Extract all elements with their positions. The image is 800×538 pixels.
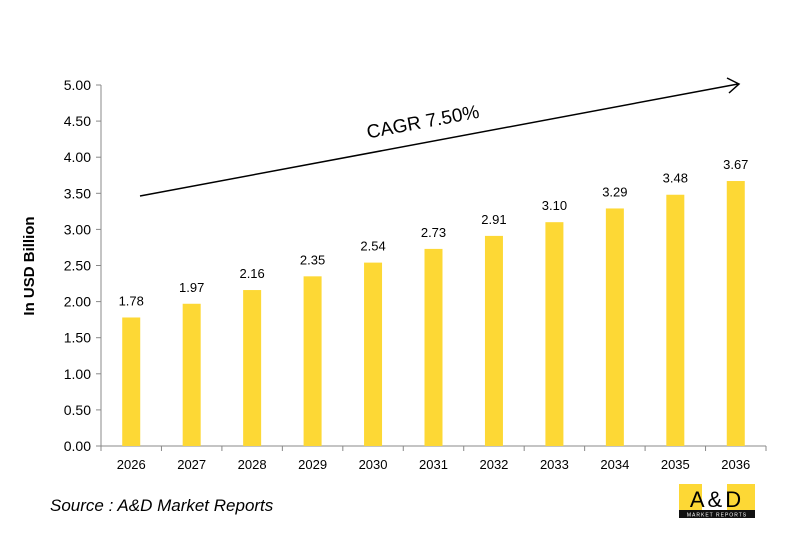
x-tick-label: 2026 <box>117 457 146 472</box>
bar-2036 <box>726 181 745 446</box>
bars: 1.78 1.97 2.16 2.35 2.54 2.73 2.91 3.10 3.29 3.48… <box>119 157 748 446</box>
bar-2031 <box>424 248 443 446</box>
bar-2028 <box>243 290 262 446</box>
y-tick-label: 5.00 <box>64 77 91 93</box>
source-text: Source : A&D Market Reports <box>50 496 274 515</box>
y-tick-label: 2.00 <box>64 294 91 310</box>
x-tick-label: 2035 <box>661 457 690 472</box>
data-label-2026: 1.78 <box>119 293 144 308</box>
y-tick-label: 4.50 <box>64 113 91 129</box>
svg-text:MARKET REPORTS: MARKET REPORTS <box>687 513 747 519</box>
x-tick-label: 2028 <box>238 457 267 472</box>
bar-2026 <box>122 317 141 446</box>
cagr-annotation: CAGR 7.50% <box>365 102 481 144</box>
data-label-2027: 1.97 <box>179 280 204 295</box>
x-tick-label: 2033 <box>540 457 569 472</box>
bar-2030 <box>364 262 383 446</box>
data-label-2033: 3.10 <box>542 198 567 213</box>
x-tick-label: 2032 <box>479 457 508 472</box>
y-axis-label: In USD Billion <box>21 216 38 315</box>
data-label-2030: 2.54 <box>360 239 385 254</box>
data-label-2036: 3.67 <box>723 157 748 172</box>
data-label-2028: 2.16 <box>239 266 264 281</box>
x-tick-label: 2029 <box>298 457 327 472</box>
x-tick-label: 2027 <box>177 457 206 472</box>
data-label-2032: 2.91 <box>481 212 506 227</box>
y-tick-label: 0.00 <box>64 438 91 454</box>
data-label-2034: 3.29 <box>602 184 627 199</box>
bar-2027 <box>182 303 201 446</box>
y-tick-label: 2.50 <box>64 258 91 274</box>
y-tick-label: 3.50 <box>64 185 91 201</box>
bar-2035 <box>666 194 685 446</box>
data-label-2031: 2.73 <box>421 225 446 240</box>
y-tick-label: 3.00 <box>64 221 91 237</box>
x-tick-label: 2030 <box>359 457 388 472</box>
data-label-2035: 3.48 <box>663 171 688 186</box>
x-tick-label: 2036 <box>721 457 750 472</box>
data-label-2029: 2.35 <box>300 252 325 267</box>
y-tick-label: 4.00 <box>64 149 91 165</box>
bar-2034 <box>605 208 624 446</box>
bar-2029 <box>303 276 322 446</box>
company-logo: A&D MARKET REPORTS <box>679 484 755 519</box>
y-tick-label: 0.50 <box>64 402 91 418</box>
y-tick-label: 1.50 <box>64 330 91 346</box>
y-axis: 0.00 0.50 1.00 1.50 2.00 2.50 3.00 3.50 4.00 4.50… <box>64 77 102 454</box>
x-tick-label: 2031 <box>419 457 448 472</box>
svg-text:A&D: A&D <box>690 487 744 512</box>
bar-2032 <box>484 235 503 446</box>
x-tick-label: 2034 <box>600 457 629 472</box>
x-axis: 2026 2027 2028 2029 2030 2031 2032 2033 2034 2035… <box>100 445 767 472</box>
y-tick-label: 1.00 <box>64 366 91 382</box>
cagr-arrow <box>139 77 741 197</box>
bar-2033 <box>545 222 564 446</box>
